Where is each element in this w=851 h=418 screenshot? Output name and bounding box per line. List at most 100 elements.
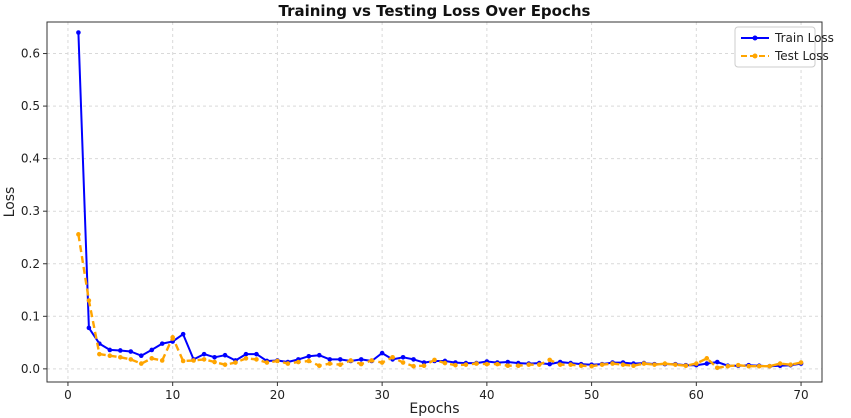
data-point-test-loss (275, 358, 280, 364)
data-point-test-loss (673, 362, 678, 367)
data-point-train-loss (201, 351, 207, 357)
data-point-train-loss (118, 348, 123, 353)
legend-label-test-loss: Test Loss (774, 49, 829, 63)
data-point-train-loss (704, 361, 710, 366)
data-point-test-loss (536, 362, 542, 367)
data-point-test-loss (411, 363, 416, 369)
data-point-test-loss (159, 358, 165, 363)
y-tick-label: 0.0 (21, 362, 40, 376)
data-point-test-loss (694, 361, 699, 366)
data-point-test-loss (798, 360, 804, 365)
data-point-test-loss (191, 358, 196, 363)
data-point-train-loss (138, 353, 144, 359)
data-point-test-loss (222, 362, 228, 367)
y-tick-label: 0.6 (21, 47, 40, 61)
x-tick-label: 70 (793, 388, 808, 402)
data-point-test-loss (631, 363, 636, 369)
data-point-train-loss (149, 347, 155, 353)
data-point-test-loss (725, 363, 731, 369)
data-point-test-loss (254, 357, 259, 362)
data-point-test-loss (76, 232, 81, 237)
y-axis-label: Loss (2, 187, 18, 218)
data-point-test-loss (568, 362, 573, 367)
data-point-train-loss (400, 354, 406, 360)
data-point-test-loss (547, 357, 553, 363)
x-tick-label: 20 (270, 388, 285, 402)
data-point-train-loss (107, 347, 113, 353)
data-point-train-loss (379, 350, 385, 356)
data-point-test-loss (714, 365, 720, 371)
data-point-test-loss (620, 362, 626, 367)
series-layer (76, 30, 804, 371)
data-point-test-loss (463, 362, 469, 367)
data-point-test-loss (442, 360, 448, 366)
data-point-test-loss (589, 363, 594, 369)
data-point-train-loss (411, 357, 416, 362)
data-point-test-loss (767, 363, 772, 369)
legend-marker-train-loss (752, 35, 758, 41)
x-tick-label: 60 (689, 388, 704, 402)
data-point-test-loss (421, 363, 427, 369)
y-tick-label: 0.4 (21, 152, 40, 166)
x-axis: 0 10 20 30 40 50 60 70 (64, 382, 809, 402)
data-point-train-loss (243, 351, 249, 357)
data-point-test-loss (578, 363, 584, 369)
data-point-train-loss (547, 361, 553, 367)
data-point-test-loss (233, 360, 238, 365)
data-point-test-loss (683, 363, 689, 369)
data-point-test-loss (285, 361, 291, 366)
y-tick-label: 0.2 (21, 257, 40, 271)
y-tick-label: 0.3 (21, 204, 40, 218)
plot-frame (46, 21, 823, 383)
data-point-train-loss (254, 351, 259, 357)
data-point-test-loss (327, 361, 333, 366)
data-point-test-loss (735, 362, 741, 368)
data-point-test-loss (777, 361, 783, 366)
data-point-train-loss (327, 357, 333, 362)
data-point-test-loss (379, 360, 385, 365)
x-tick-label: 10 (165, 388, 180, 402)
data-point-train-loss (714, 359, 720, 365)
data-point-test-loss (212, 359, 217, 365)
data-point-test-loss (170, 335, 175, 340)
data-point-train-loss (159, 341, 165, 346)
x-tick-label: 40 (479, 388, 494, 402)
y-tick-label: 0.5 (21, 99, 40, 113)
data-point-test-loss (599, 362, 605, 367)
y-axis: 0.0 0.1 0.2 0.3 0.4 0.5 0.6 (21, 47, 47, 376)
data-point-test-loss (432, 357, 437, 363)
data-point-test-loss (474, 361, 479, 366)
data-point-test-loss (201, 357, 207, 362)
data-point-test-loss (610, 361, 615, 366)
data-point-test-loss (118, 354, 123, 360)
x-axis-label: Epochs (409, 401, 459, 417)
data-point-train-loss (358, 357, 364, 362)
data-point-test-loss (316, 363, 322, 369)
data-point-test-loss (306, 358, 312, 364)
data-point-test-loss (348, 358, 354, 363)
data-point-test-loss (756, 363, 762, 369)
y-tick-label: 0.1 (21, 309, 40, 323)
data-point-train-loss (316, 352, 322, 358)
data-point-test-loss (788, 362, 793, 367)
data-point-train-loss (306, 353, 312, 359)
data-point-test-loss (296, 359, 301, 365)
data-point-test-loss (86, 298, 92, 303)
data-point-test-loss (652, 362, 657, 367)
data-point-test-loss (390, 354, 395, 360)
data-point-test-loss (641, 361, 647, 366)
data-point-test-loss (505, 363, 511, 369)
data-point-test-loss (526, 362, 532, 367)
data-point-train-loss (76, 30, 81, 35)
data-point-test-loss (128, 357, 134, 362)
data-point-test-loss (243, 356, 249, 361)
data-point-test-loss (746, 363, 751, 369)
data-point-train-loss (505, 359, 511, 365)
data-point-train-loss (337, 357, 343, 362)
data-point-test-loss (369, 358, 374, 363)
chart-title: Training vs Testing Loss Over Epochs (279, 2, 591, 20)
series-line-test-loss (77, 234, 802, 369)
data-point-test-loss (662, 361, 668, 366)
data-point-test-loss (400, 360, 406, 365)
